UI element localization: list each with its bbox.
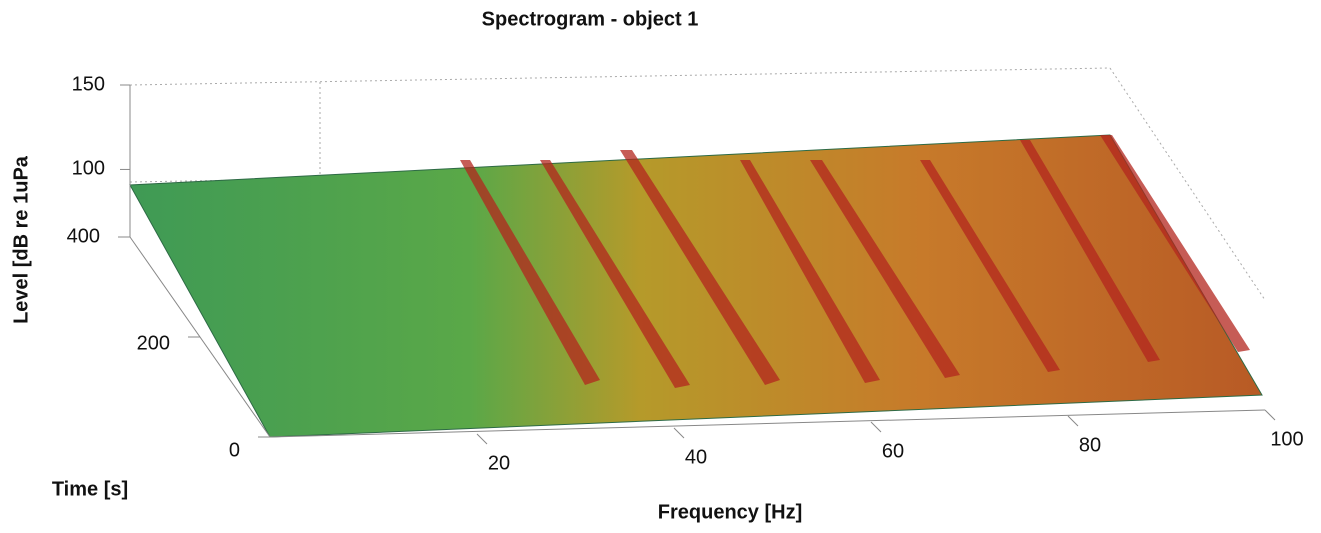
x-tick-label: 100 bbox=[1270, 428, 1303, 450]
x-tick-label: 40 bbox=[685, 446, 707, 468]
x-tick-label: 20 bbox=[488, 452, 510, 474]
chart-title: Spectrogram - object 1 bbox=[482, 8, 699, 30]
y-tick-label: 200 bbox=[137, 332, 170, 354]
x-tick bbox=[673, 427, 685, 439]
x-tick bbox=[476, 433, 488, 445]
x-tick-label: 60 bbox=[882, 440, 904, 462]
y-tick-label: 0 bbox=[229, 439, 240, 461]
y-tick-label: 400 bbox=[67, 225, 100, 247]
x-tick bbox=[870, 421, 882, 433]
z-tick-label: 100 bbox=[72, 158, 105, 180]
x-axis bbox=[269, 409, 1266, 438]
x-axis-label: Frequency [Hz] bbox=[658, 501, 802, 523]
x-tick bbox=[1264, 409, 1276, 421]
x-tick bbox=[1067, 415, 1079, 427]
z-tick-label: 150 bbox=[72, 73, 105, 95]
z-axis-label: Level [dB re 1uPa bbox=[10, 155, 32, 324]
ridges bbox=[460, 135, 1250, 388]
x-tick-label: 80 bbox=[1079, 434, 1101, 456]
y-axis-label: Time [s] bbox=[52, 478, 128, 500]
surface bbox=[129, 134, 1263, 438]
